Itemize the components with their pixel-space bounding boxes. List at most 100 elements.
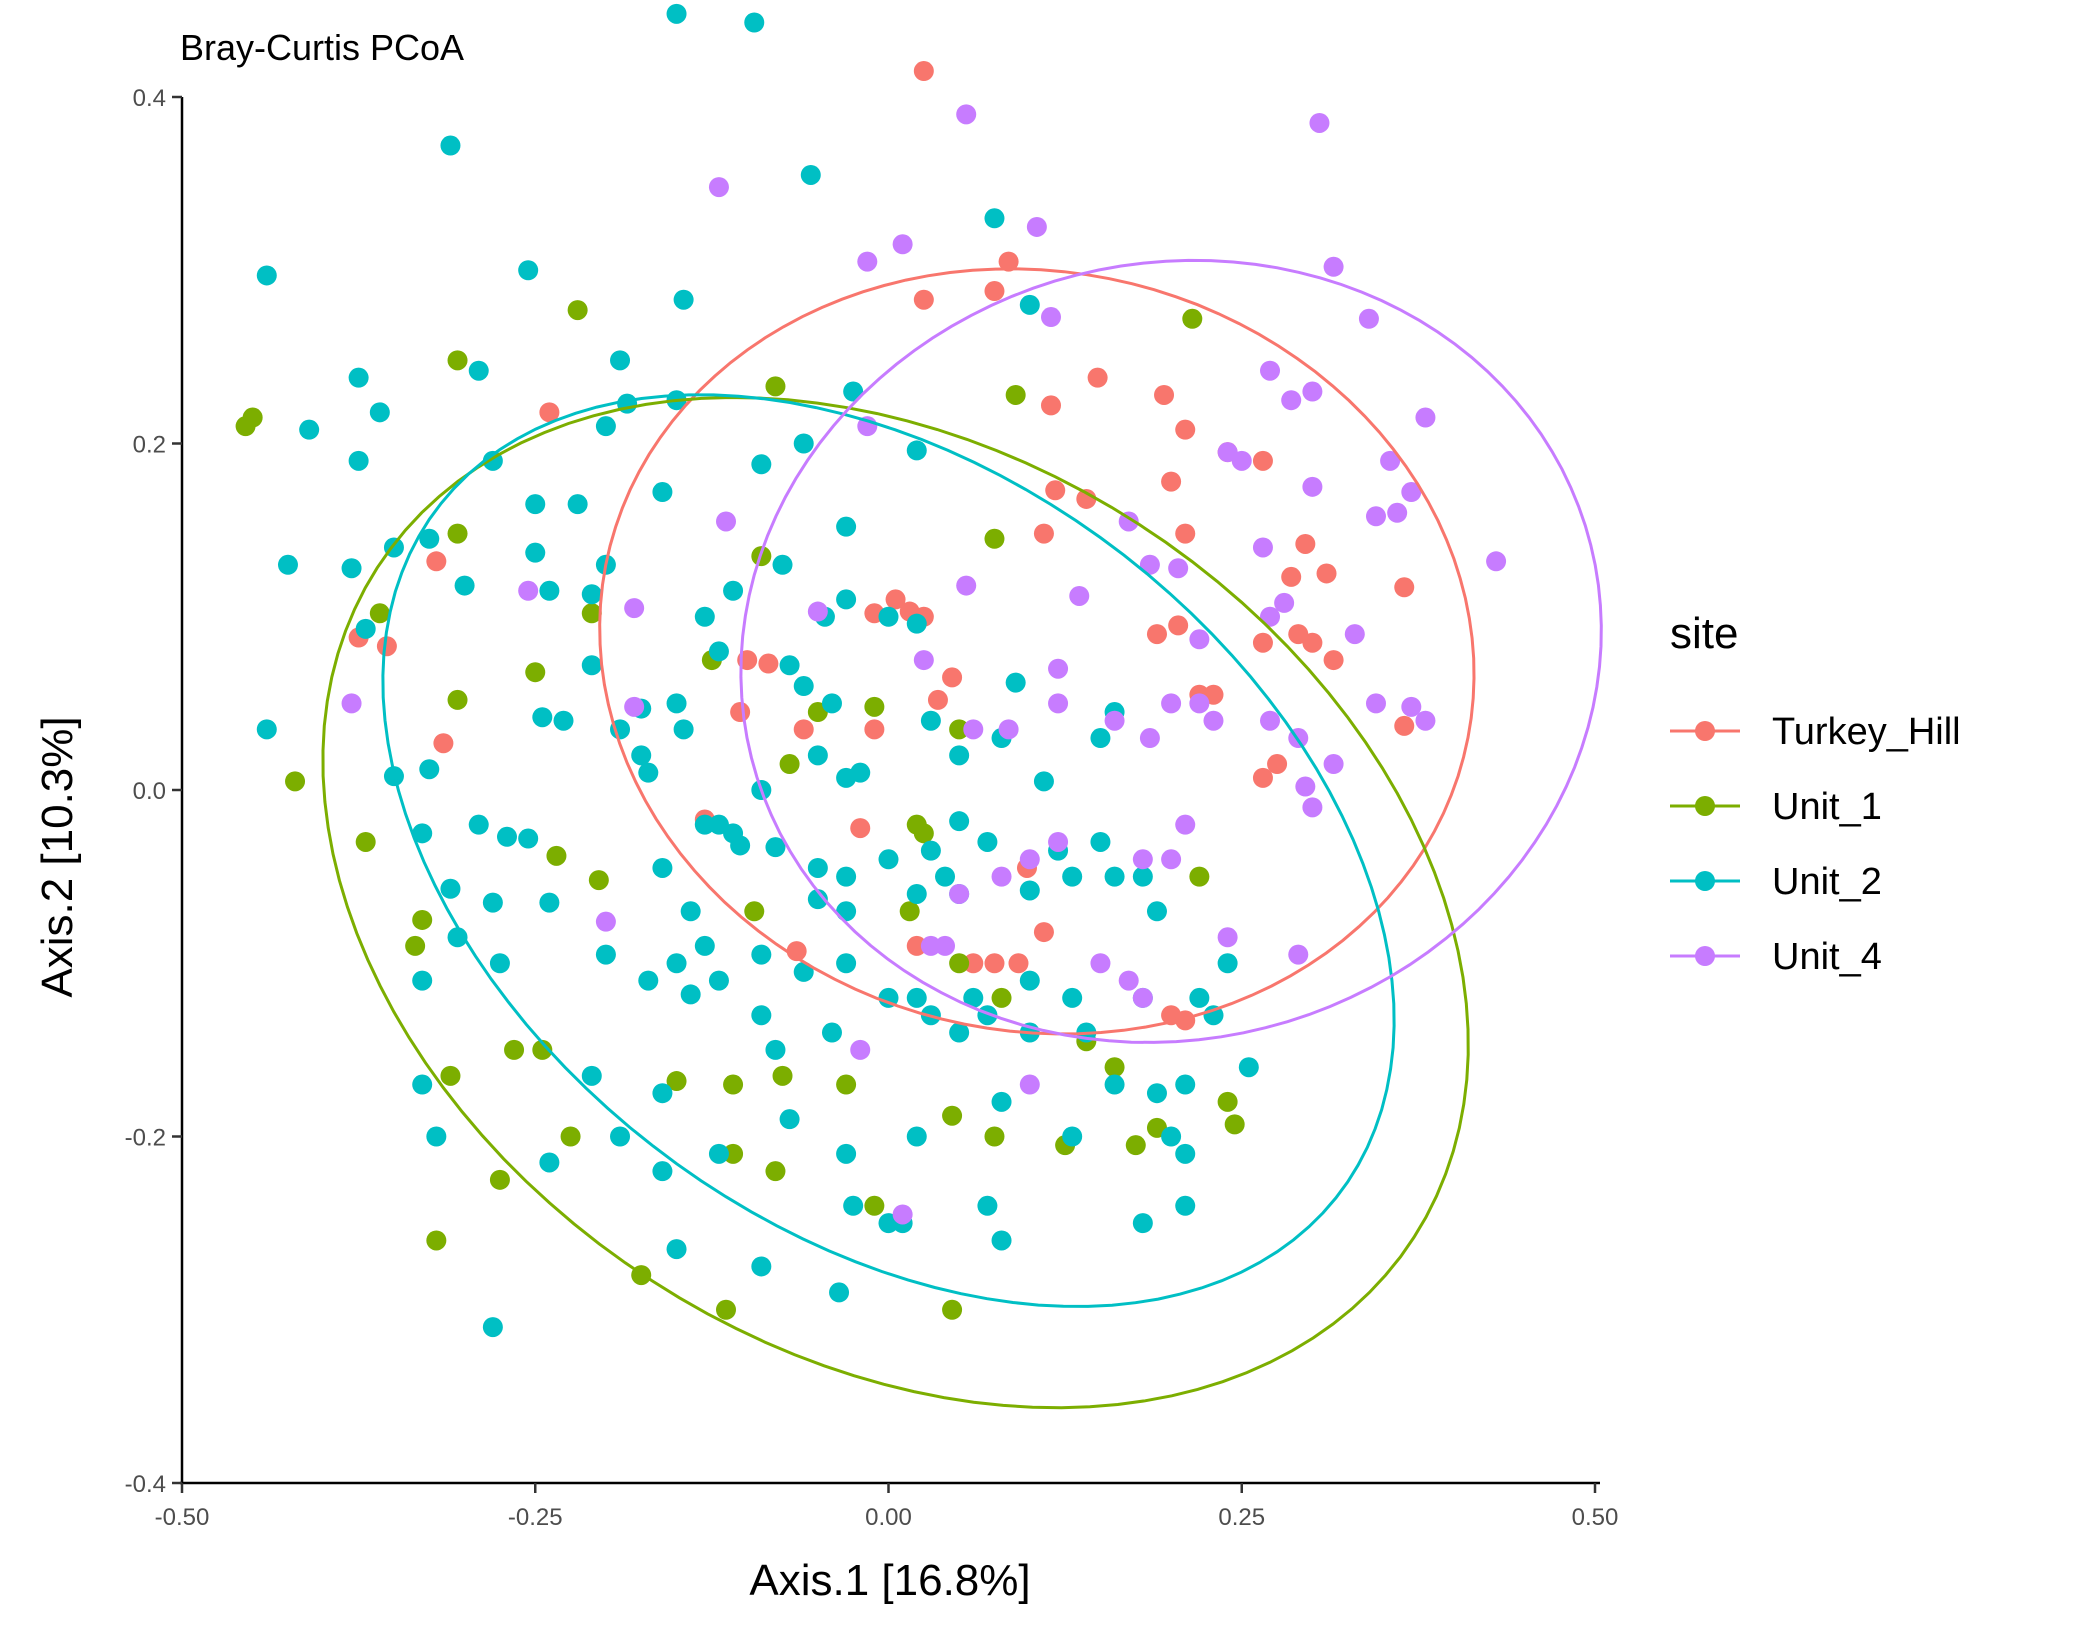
point-unit-2 bbox=[730, 835, 751, 856]
point-unit-4 bbox=[1309, 112, 1330, 133]
point-unit-4 bbox=[1048, 693, 1069, 714]
point-turkey-hill bbox=[1033, 922, 1054, 943]
point-unit-2 bbox=[553, 710, 574, 731]
point-unit-4 bbox=[1302, 476, 1323, 497]
point-unit-2 bbox=[744, 12, 765, 33]
x-tick-label: -0.50 bbox=[155, 1504, 210, 1531]
point-unit-2 bbox=[341, 558, 362, 579]
point-unit-2 bbox=[829, 1282, 850, 1303]
point-unit-2 bbox=[1090, 728, 1111, 749]
point-turkey-hill bbox=[864, 719, 885, 740]
point-unit-1 bbox=[242, 407, 263, 428]
point-unit-4 bbox=[956, 104, 977, 125]
point-unit-2 bbox=[836, 516, 857, 537]
point-unit-4 bbox=[1019, 1074, 1040, 1095]
legend-label: Unit_1 bbox=[1772, 786, 1882, 828]
point-unit-2 bbox=[708, 641, 729, 662]
legend-items: Turkey_Hill Unit_1 Unit_2 Unit_4 bbox=[1670, 711, 1961, 978]
ellipse-unit-2 bbox=[381, 393, 1396, 1308]
point-unit-4 bbox=[935, 935, 956, 956]
point-unit-4 bbox=[341, 693, 362, 714]
point-unit-2 bbox=[793, 433, 814, 454]
point-turkey-hill bbox=[942, 667, 963, 688]
point-unit-4 bbox=[1323, 754, 1344, 775]
point-turkey-hill bbox=[1087, 367, 1108, 388]
y-tick-label: -0.4 bbox=[125, 1471, 166, 1498]
point-unit-1 bbox=[440, 1065, 461, 1086]
point-unit-1 bbox=[355, 831, 376, 852]
point-unit-1 bbox=[864, 696, 885, 717]
point-unit-4 bbox=[892, 234, 913, 255]
point-unit-1 bbox=[1005, 384, 1026, 405]
legend-item-turkey-hill: Turkey_Hill bbox=[1670, 711, 1961, 753]
point-unit-1 bbox=[1104, 1057, 1125, 1078]
point-unit-1 bbox=[447, 523, 468, 544]
point-unit-1 bbox=[836, 1074, 857, 1095]
point-unit-2 bbox=[906, 440, 927, 461]
x-tick-label: 0.00 bbox=[865, 1504, 912, 1531]
point-turkey-hill bbox=[1252, 767, 1273, 788]
legend-label: Unit_4 bbox=[1772, 936, 1882, 978]
point-unit-4 bbox=[1260, 710, 1281, 731]
point-unit-1 bbox=[546, 845, 567, 866]
point-unit-2 bbox=[1146, 1083, 1167, 1104]
point-unit-1 bbox=[369, 603, 390, 624]
x-tick-label: 0.25 bbox=[1218, 1504, 1265, 1531]
point-turkey-hill bbox=[1394, 715, 1415, 736]
point-unit-2 bbox=[807, 889, 828, 910]
point-unit-1 bbox=[588, 870, 609, 891]
point-unit-2 bbox=[800, 164, 821, 185]
point-unit-1 bbox=[285, 771, 306, 792]
point-unit-2 bbox=[836, 1143, 857, 1164]
legend-point bbox=[1695, 871, 1715, 891]
point-turkey-hill bbox=[1154, 384, 1175, 405]
point-unit-2 bbox=[468, 360, 489, 381]
point-turkey-hill bbox=[927, 689, 948, 710]
point-turkey-hill bbox=[850, 818, 871, 839]
point-turkey-hill bbox=[1076, 488, 1097, 509]
point-unit-2 bbox=[772, 554, 793, 575]
point-unit-1 bbox=[899, 901, 920, 922]
point-unit-2 bbox=[440, 135, 461, 156]
point-unit-2 bbox=[666, 3, 687, 24]
point-unit-4 bbox=[1132, 987, 1153, 1008]
point-turkey-hill bbox=[1175, 419, 1196, 440]
point-turkey-hill bbox=[1295, 533, 1316, 554]
point-unit-2 bbox=[843, 1195, 864, 1216]
point-unit-1 bbox=[405, 935, 426, 956]
point-unit-2 bbox=[666, 1239, 687, 1260]
point-unit-2 bbox=[977, 831, 998, 852]
point-unit-4 bbox=[1358, 308, 1379, 329]
legend-label: Unit_2 bbox=[1772, 861, 1882, 903]
point-unit-2 bbox=[991, 1230, 1012, 1251]
point-unit-2 bbox=[949, 745, 970, 766]
point-unit-2 bbox=[666, 693, 687, 714]
point-unit-2 bbox=[765, 837, 786, 858]
point-unit-2 bbox=[532, 707, 553, 728]
point-unit-2 bbox=[878, 849, 899, 870]
point-unit-2 bbox=[419, 759, 440, 780]
point-unit-2 bbox=[949, 1022, 970, 1043]
point-unit-1 bbox=[1125, 1135, 1146, 1156]
point-unit-2 bbox=[631, 745, 652, 766]
legend: site Turkey_Hill Unit_1 Unit_2 Unit_4 bbox=[1670, 609, 1961, 978]
point-unit-1 bbox=[532, 1039, 553, 1060]
point-unit-2 bbox=[1062, 1126, 1083, 1147]
point-unit-4 bbox=[1274, 592, 1295, 613]
point-unit-4 bbox=[1288, 944, 1309, 965]
point-turkey-hill bbox=[984, 281, 1005, 302]
point-unit-4 bbox=[920, 935, 941, 956]
point-unit-4 bbox=[857, 251, 878, 272]
legend-item-unit-1: Unit_1 bbox=[1670, 786, 1882, 828]
point-unit-4 bbox=[518, 580, 539, 601]
point-unit-2 bbox=[652, 1083, 673, 1104]
point-unit-2 bbox=[256, 265, 277, 286]
point-unit-4 bbox=[1040, 307, 1061, 328]
point-unit-4 bbox=[1260, 360, 1281, 381]
point-unit-4 bbox=[1302, 381, 1323, 402]
point-unit-2 bbox=[1062, 866, 1083, 887]
x-tick-label: 0.50 bbox=[1572, 1504, 1619, 1531]
point-unit-4 bbox=[1203, 710, 1224, 731]
point-unit-2 bbox=[680, 984, 701, 1005]
point-unit-2 bbox=[765, 1039, 786, 1060]
